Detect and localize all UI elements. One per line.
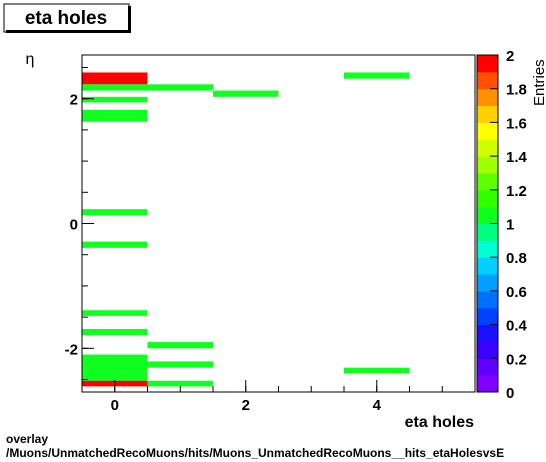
colorbar-swatch — [477, 341, 498, 359]
colorbar-swatch — [477, 223, 498, 241]
colorbar-swatch — [477, 240, 498, 258]
colorbar-swatch — [477, 189, 498, 208]
colorbar-tick-label: 0 — [506, 385, 514, 402]
x-tick-label: 2 — [242, 397, 250, 414]
heatmap-cell — [147, 380, 213, 387]
heatmap-cell — [82, 72, 148, 85]
heatmap-cell — [82, 109, 148, 122]
title-shadow — [6, 30, 131, 33]
y-tick-label: 2 — [70, 92, 78, 109]
colorbar-swatch — [477, 206, 498, 224]
x-axis-label: eta holes — [405, 414, 474, 431]
heatmap-cell — [344, 72, 410, 79]
heatmap-cell — [147, 361, 213, 368]
colorbar-swatch — [477, 290, 498, 309]
chart-title: eta holes — [25, 8, 107, 29]
heatmap-cell — [82, 310, 148, 316]
y-tick-label: -2 — [65, 341, 78, 358]
x-tick-label: 4 — [373, 397, 382, 414]
y-axis-label: η — [26, 51, 35, 68]
colorbar-swatch — [477, 122, 498, 140]
heatmap-cell — [82, 209, 148, 216]
heatmap-cell — [213, 90, 279, 97]
colorbar-tick-label: 1.2 — [506, 183, 527, 200]
colorbar-swatch — [477, 257, 498, 275]
colorbar-swatch — [477, 88, 498, 107]
colorbar-tick-label: 1.4 — [506, 149, 528, 166]
colorbar-tick-label: 1.6 — [506, 115, 527, 132]
colorbar-tick-label: 0.2 — [506, 351, 527, 368]
footer-line: overlay — [6, 432, 48, 446]
colorbar-tick-label: 0.4 — [506, 318, 528, 335]
colorbar-swatch — [477, 307, 498, 326]
plot-frame — [81, 54, 476, 393]
heatmap-cell — [147, 84, 213, 91]
heatmap-cell — [82, 84, 148, 91]
colorbar-tick-label: 1.8 — [506, 82, 527, 99]
colorbar-tick-label: 0.8 — [506, 250, 527, 267]
colorbar-swatch — [477, 71, 498, 90]
heatmap-cell — [344, 367, 410, 374]
colorbar-swatch — [477, 139, 498, 157]
title-shadow — [128, 6, 131, 33]
colorbar-tick-label: 1 — [506, 217, 514, 234]
heatmap-cell — [147, 342, 213, 349]
x-tick-label: 0 — [111, 397, 119, 414]
colorbar-swatch — [477, 324, 498, 342]
colorbar-swatch — [477, 156, 498, 174]
colorbar-label: Entries — [531, 59, 546, 106]
heatmap-cell — [82, 354, 148, 381]
footer-line: /Muons/UnmatchedRecoMuons/hits/Muons_Unm… — [6, 446, 504, 460]
colorbar-swatch — [477, 55, 498, 73]
heatmap-cell — [82, 96, 148, 103]
colorbar-swatch — [477, 274, 498, 292]
colorbar-swatch — [477, 358, 498, 376]
colorbar-swatch — [477, 172, 498, 191]
heatmap-cell — [82, 328, 148, 336]
colorbar-tick-label: 0.6 — [506, 284, 527, 301]
colorbar-tick-label: 2 — [506, 48, 514, 65]
heatmap-cell — [82, 241, 148, 248]
colorbar-swatch — [477, 105, 498, 123]
title-box — [3, 3, 130, 33]
y-tick-label: 0 — [70, 217, 78, 234]
colorbar-swatch — [477, 375, 498, 393]
